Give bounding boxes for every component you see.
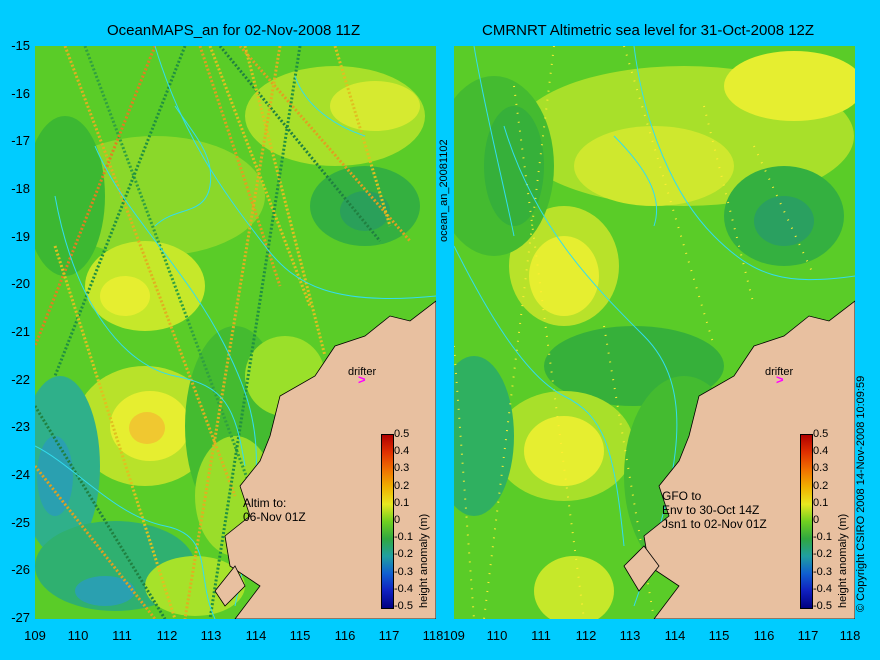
- lat-label-left: -18: [11, 181, 30, 196]
- middle-run-label: ocean_an_20081102: [438, 139, 450, 242]
- copyright-text: © Copyright CSIRO 2008 14-Nov-2008 10:09…: [855, 375, 867, 612]
- right-map-canvas: [454, 46, 855, 619]
- lon-label-left: 113: [200, 628, 222, 643]
- colorbar-right-label: height anomaly (m): [837, 513, 849, 608]
- lon-label-left: 112: [156, 628, 178, 643]
- lon-label-left: 116: [334, 628, 356, 643]
- colorbar-tick: 0.1: [394, 497, 410, 509]
- lon-label-right: 114: [664, 628, 686, 643]
- colorbar-left-label: height anomaly (m): [418, 513, 430, 608]
- colorbar-tick: 0.2: [394, 480, 410, 492]
- right-map: [454, 46, 855, 619]
- drifter-label-left: drifter: [348, 366, 377, 378]
- lon-label-left: 110: [67, 628, 89, 643]
- colorbar-tick: -0.4: [394, 583, 413, 595]
- drifter-marker-icon: >: [358, 372, 366, 387]
- lon-label-right: 110: [486, 628, 508, 643]
- left-map: [35, 46, 436, 619]
- left-map-note: Altim to: 06-Nov 01Z: [243, 496, 306, 524]
- lat-label-left: -21: [11, 324, 30, 339]
- colorbar-tick: 0.5: [394, 428, 410, 440]
- lat-label-left: -15: [11, 38, 30, 53]
- colorbar-tick: -0.2: [394, 548, 413, 560]
- right-map-title: CMRNRT Altimetric sea level for 31-Oct-2…: [482, 22, 815, 39]
- lon-label-left: 109: [24, 628, 46, 643]
- left-map-title: OceanMAPS_an for 02-Nov-2008 11Z: [107, 22, 361, 39]
- lat-label-left: -24: [11, 467, 30, 482]
- lat-label-left: -16: [11, 86, 30, 101]
- bathymetry-contours: [35, 46, 436, 619]
- colorbar-tick: -0.4: [813, 583, 832, 595]
- lon-label-right: 118: [839, 628, 861, 643]
- colorbar-tick: 0: [394, 514, 401, 526]
- lon-label-left: 115: [289, 628, 311, 643]
- colorbar-tick: -0.3: [394, 566, 413, 578]
- lon-label-right: 115: [708, 628, 730, 643]
- left-map-canvas: [35, 46, 436, 619]
- colorbar-tick: 0.5: [813, 428, 829, 440]
- lat-label-left: -26: [11, 562, 30, 577]
- lon-label-left: 117: [378, 628, 400, 643]
- colorbar-tick: -0.1: [813, 531, 832, 543]
- colorbar-tick: 0.3: [813, 462, 829, 474]
- colorbar-tick: 0.1: [813, 497, 829, 509]
- lon-label-right: 109: [443, 628, 465, 643]
- colorbar-left: [381, 434, 394, 609]
- colorbar-tick: -0.1: [394, 531, 413, 543]
- lon-label-right: 113: [619, 628, 641, 643]
- drifter-label-right: drifter: [765, 366, 794, 378]
- lat-label-left: -17: [11, 133, 30, 148]
- colorbar-tick: 0.3: [394, 462, 410, 474]
- lon-label-right: 112: [575, 628, 597, 643]
- lon-label-right: 117: [797, 628, 819, 643]
- colorbar-tick: -0.3: [813, 566, 832, 578]
- right-map-note: GFO to Env to 30-Oct 14Z Jsn1 to 02-Nov …: [662, 489, 767, 531]
- colorbar-tick: 0.4: [813, 445, 829, 457]
- lon-label-right: 116: [753, 628, 775, 643]
- lon-label-right: 111: [531, 628, 551, 643]
- lat-label-left: -27: [11, 610, 30, 625]
- anomaly-contours: [454, 51, 855, 619]
- colorbar-tick: -0.5: [394, 600, 413, 612]
- colorbar-right: [800, 434, 813, 609]
- lat-label-left: -19: [11, 229, 30, 244]
- lon-label-left: 118: [422, 628, 444, 643]
- lon-label-left: 114: [245, 628, 267, 643]
- lat-label-left: -22: [11, 372, 30, 387]
- altimeter-tracks: [35, 46, 412, 619]
- colorbar-tick: 0.2: [813, 480, 829, 492]
- lon-label-left: 111: [112, 628, 132, 643]
- lat-label-left: -25: [11, 515, 30, 530]
- altimeter-tracks: [454, 46, 815, 619]
- lat-label-left: -23: [11, 419, 30, 434]
- colorbar-tick: 0.4: [394, 445, 410, 457]
- colorbar-tick: -0.5: [813, 600, 832, 612]
- colorbar-tick: -0.2: [813, 548, 832, 560]
- lat-label-left: -20: [11, 276, 30, 291]
- colorbar-tick: 0: [813, 514, 820, 526]
- anomaly-contours: [35, 66, 425, 616]
- drifter-marker-icon: >: [776, 372, 784, 387]
